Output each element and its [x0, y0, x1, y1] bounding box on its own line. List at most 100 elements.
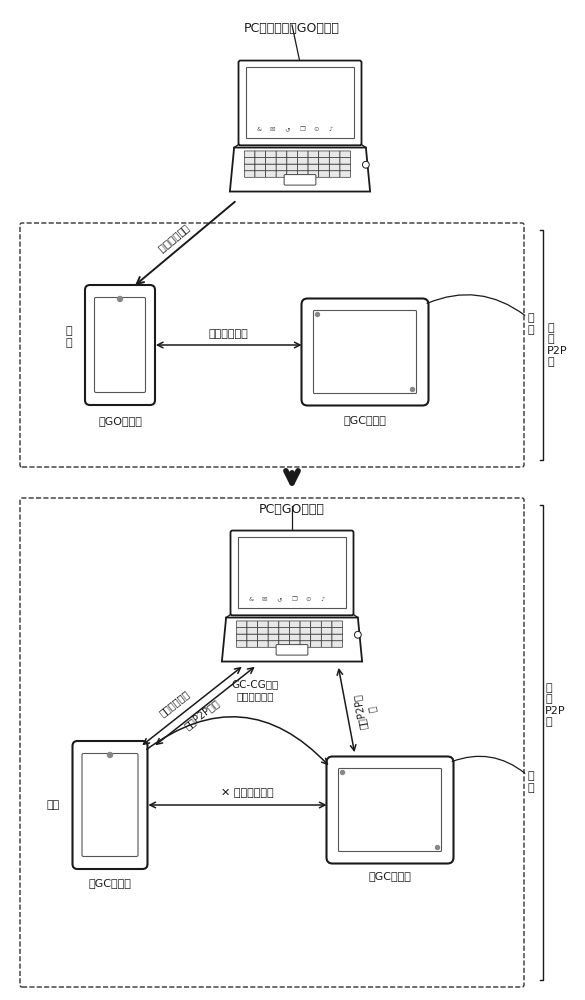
FancyBboxPatch shape — [268, 641, 279, 647]
FancyBboxPatch shape — [321, 634, 332, 641]
Text: ⊙: ⊙ — [305, 597, 311, 602]
FancyBboxPatch shape — [319, 164, 329, 171]
FancyBboxPatch shape — [332, 621, 343, 628]
FancyBboxPatch shape — [308, 171, 319, 177]
Circle shape — [363, 161, 369, 168]
Circle shape — [108, 752, 112, 758]
Text: （GO角色）: （GO角色） — [98, 416, 142, 426]
FancyBboxPatch shape — [308, 151, 319, 158]
Bar — [246, 67, 355, 138]
FancyBboxPatch shape — [276, 158, 287, 164]
FancyBboxPatch shape — [326, 756, 453, 863]
FancyBboxPatch shape — [247, 634, 257, 641]
FancyBboxPatch shape — [276, 171, 287, 177]
Text: 手機: 手機 — [46, 800, 60, 810]
FancyBboxPatch shape — [257, 621, 268, 628]
FancyBboxPatch shape — [257, 628, 268, 634]
Text: 鍵盤共享服務: 鍵盤共享服務 — [209, 329, 249, 339]
FancyBboxPatch shape — [329, 171, 340, 177]
FancyBboxPatch shape — [301, 298, 428, 406]
Bar — [238, 537, 346, 608]
FancyBboxPatch shape — [82, 754, 138, 856]
FancyBboxPatch shape — [247, 641, 257, 647]
FancyBboxPatch shape — [236, 621, 247, 628]
Polygon shape — [222, 618, 362, 662]
Text: ❐: ❐ — [300, 127, 305, 132]
FancyBboxPatch shape — [329, 151, 340, 158]
FancyBboxPatch shape — [236, 634, 247, 641]
Text: ⊙: ⊙ — [314, 127, 319, 132]
FancyBboxPatch shape — [319, 171, 329, 177]
FancyBboxPatch shape — [284, 175, 316, 185]
FancyBboxPatch shape — [230, 531, 353, 615]
FancyBboxPatch shape — [319, 158, 329, 164]
FancyBboxPatch shape — [287, 171, 297, 177]
FancyBboxPatch shape — [340, 158, 350, 164]
FancyBboxPatch shape — [266, 164, 276, 171]
FancyBboxPatch shape — [290, 634, 300, 641]
FancyBboxPatch shape — [290, 621, 300, 628]
FancyBboxPatch shape — [268, 628, 279, 634]
FancyBboxPatch shape — [276, 164, 287, 171]
Text: 第二P2P連接: 第二P2P連接 — [183, 697, 222, 731]
Text: ✉: ✉ — [270, 127, 276, 132]
Text: 第二P2P連
接: 第二P2P連 接 — [353, 690, 380, 730]
FancyBboxPatch shape — [20, 223, 524, 467]
FancyBboxPatch shape — [290, 628, 300, 634]
FancyBboxPatch shape — [311, 634, 321, 641]
FancyBboxPatch shape — [297, 171, 308, 177]
Text: 網絡共享服務: 網絡共享服務 — [157, 688, 191, 718]
FancyBboxPatch shape — [340, 164, 350, 171]
FancyBboxPatch shape — [329, 164, 340, 171]
Text: （GC角色）: （GC角色） — [343, 416, 387, 426]
FancyBboxPatch shape — [279, 634, 290, 641]
FancyBboxPatch shape — [20, 498, 524, 987]
FancyBboxPatch shape — [340, 171, 350, 177]
FancyBboxPatch shape — [290, 641, 300, 647]
FancyBboxPatch shape — [319, 151, 329, 158]
Text: 手
機: 手 機 — [66, 326, 72, 348]
Text: 08:00: 08:00 — [322, 338, 362, 351]
FancyBboxPatch shape — [297, 164, 308, 171]
FancyBboxPatch shape — [308, 158, 319, 164]
Circle shape — [340, 770, 345, 774]
FancyBboxPatch shape — [276, 645, 308, 655]
FancyBboxPatch shape — [300, 621, 311, 628]
FancyBboxPatch shape — [245, 164, 255, 171]
FancyBboxPatch shape — [236, 641, 247, 647]
Text: 平
板: 平 板 — [528, 771, 535, 793]
FancyBboxPatch shape — [311, 641, 321, 647]
FancyBboxPatch shape — [321, 628, 332, 634]
FancyBboxPatch shape — [297, 151, 308, 158]
FancyBboxPatch shape — [300, 628, 311, 634]
FancyBboxPatch shape — [85, 285, 155, 405]
FancyBboxPatch shape — [287, 158, 297, 164]
FancyBboxPatch shape — [268, 634, 279, 641]
Text: ↺: ↺ — [284, 127, 290, 132]
FancyBboxPatch shape — [279, 628, 290, 634]
FancyBboxPatch shape — [332, 641, 343, 647]
FancyBboxPatch shape — [245, 158, 255, 164]
Circle shape — [435, 846, 439, 850]
FancyBboxPatch shape — [255, 158, 266, 164]
FancyBboxPatch shape — [332, 628, 343, 634]
FancyBboxPatch shape — [255, 164, 266, 171]
FancyBboxPatch shape — [245, 171, 255, 177]
FancyBboxPatch shape — [321, 641, 332, 647]
Text: 1月1號 周四: 1月1號 周四 — [321, 355, 359, 365]
FancyBboxPatch shape — [287, 164, 297, 171]
FancyBboxPatch shape — [255, 171, 266, 177]
FancyBboxPatch shape — [311, 621, 321, 628]
FancyBboxPatch shape — [321, 621, 332, 628]
Circle shape — [411, 387, 415, 391]
FancyBboxPatch shape — [329, 158, 340, 164]
Text: GC-CG中轉
鍵盤共享服務: GC-CG中轉 鍵盤共享服務 — [232, 679, 278, 701]
FancyBboxPatch shape — [340, 151, 350, 158]
FancyBboxPatch shape — [266, 171, 276, 177]
Circle shape — [315, 312, 319, 316]
Text: （GC角色）: （GC角色） — [369, 871, 411, 882]
FancyBboxPatch shape — [239, 61, 362, 145]
FancyBboxPatch shape — [255, 151, 266, 158]
Text: ✉: ✉ — [262, 597, 267, 602]
FancyBboxPatch shape — [245, 151, 255, 158]
